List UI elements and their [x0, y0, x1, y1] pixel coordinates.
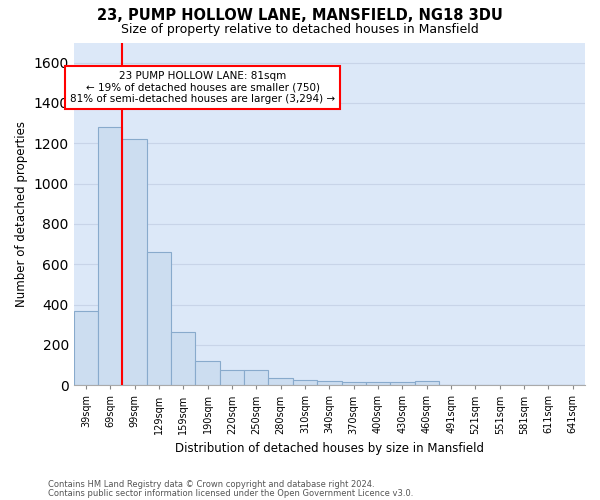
- Bar: [147, 252, 171, 386]
- Bar: [268, 378, 293, 386]
- Bar: [415, 381, 439, 386]
- Bar: [293, 380, 317, 386]
- X-axis label: Distribution of detached houses by size in Mansfield: Distribution of detached houses by size …: [175, 442, 484, 455]
- Text: 23, PUMP HOLLOW LANE, MANSFIELD, NG18 3DU: 23, PUMP HOLLOW LANE, MANSFIELD, NG18 3D…: [97, 8, 503, 22]
- Text: Size of property relative to detached houses in Mansfield: Size of property relative to detached ho…: [121, 22, 479, 36]
- Bar: [341, 382, 366, 386]
- Y-axis label: Number of detached properties: Number of detached properties: [15, 121, 28, 307]
- Bar: [196, 361, 220, 386]
- Text: Contains public sector information licensed under the Open Government Licence v3: Contains public sector information licen…: [48, 490, 413, 498]
- Bar: [171, 332, 196, 386]
- Bar: [220, 370, 244, 386]
- Bar: [74, 310, 98, 386]
- Text: Contains HM Land Registry data © Crown copyright and database right 2024.: Contains HM Land Registry data © Crown c…: [48, 480, 374, 489]
- Bar: [317, 381, 341, 386]
- Bar: [98, 127, 122, 386]
- Bar: [122, 140, 147, 386]
- Text: 23 PUMP HOLLOW LANE: 81sqm
← 19% of detached houses are smaller (750)
81% of sem: 23 PUMP HOLLOW LANE: 81sqm ← 19% of deta…: [70, 70, 335, 104]
- Bar: [244, 370, 268, 386]
- Bar: [366, 382, 390, 386]
- Bar: [390, 382, 415, 386]
